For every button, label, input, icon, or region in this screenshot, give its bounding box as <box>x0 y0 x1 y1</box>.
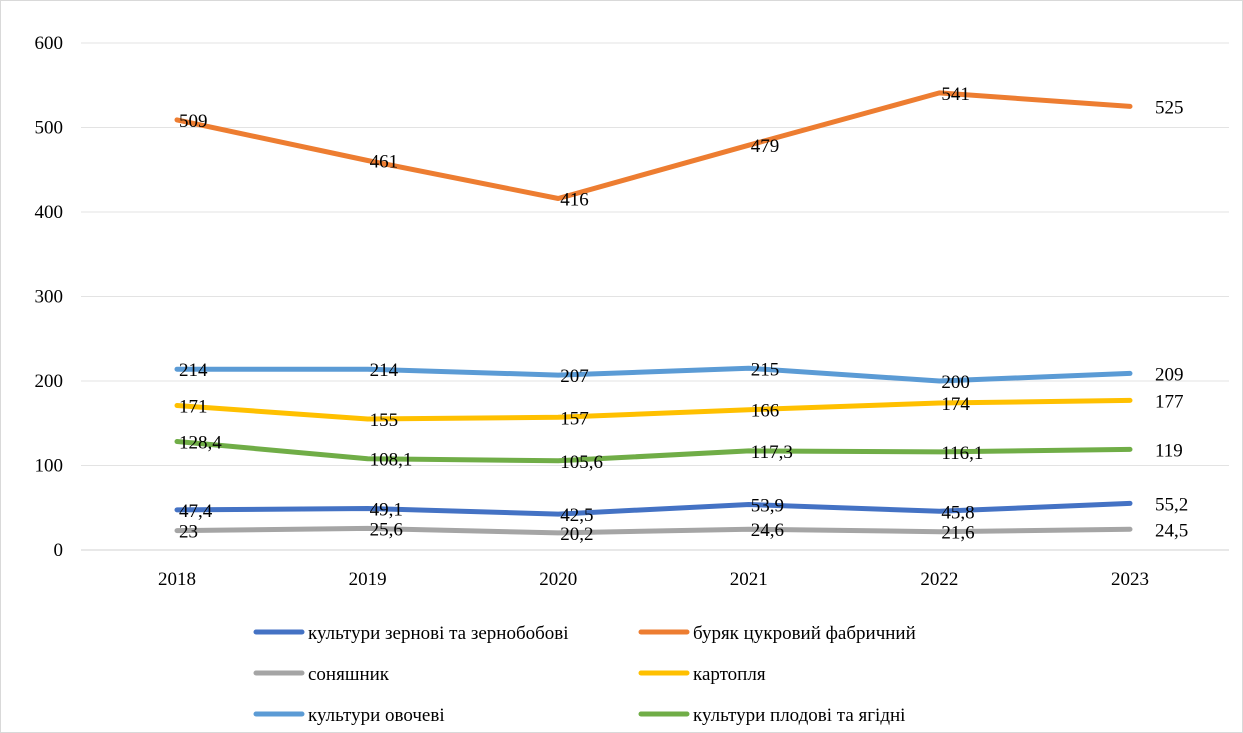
data-label: 155 <box>370 410 399 431</box>
data-label: 116,1 <box>941 443 983 464</box>
y-tick-label: 600 <box>35 33 64 54</box>
y-tick-label: 100 <box>35 456 64 477</box>
data-label: 119 <box>1155 440 1183 461</box>
legend: культури зернові та зернобобові буряк цук… <box>253 623 916 726</box>
data-label: 416 <box>560 189 589 210</box>
data-label: 174 <box>941 394 970 415</box>
legend-label: буряк цукровий фабричний <box>693 623 916 644</box>
data-label: 525 <box>1155 97 1184 118</box>
series-line <box>174 90 1133 201</box>
series-line <box>174 365 1133 384</box>
y-tick-label: 300 <box>35 287 64 308</box>
data-label: 479 <box>751 136 780 157</box>
legend-label: картопля <box>693 664 766 685</box>
legend-label: культури зернові та зернобобові <box>308 623 569 644</box>
data-label: 108,1 <box>370 450 413 471</box>
data-label: 21,6 <box>941 523 974 544</box>
data-label: 128,4 <box>179 433 222 454</box>
series-line <box>174 439 1133 464</box>
data-label: 157 <box>560 408 589 429</box>
x-tick-label: 2018 <box>158 569 196 590</box>
data-label: 55,2 <box>1155 494 1188 515</box>
series-line <box>174 525 1133 536</box>
series-line <box>174 500 1133 517</box>
data-label: 215 <box>751 359 780 380</box>
y-tick-label: 500 <box>35 118 64 139</box>
data-label: 509 <box>179 111 208 132</box>
legend-label: соняшник <box>308 664 390 685</box>
y-tick-label: 400 <box>35 202 64 223</box>
data-label: 47,4 <box>179 501 213 522</box>
data-label: 461 <box>370 151 399 172</box>
data-label: 166 <box>751 401 780 422</box>
data-label: 25,6 <box>370 519 403 540</box>
data-label: 105,6 <box>560 452 603 473</box>
data-label: 42,5 <box>560 505 593 526</box>
series-line <box>174 397 1133 422</box>
data-label: 49,1 <box>370 500 403 521</box>
data-label: 177 <box>1155 391 1184 412</box>
y-axis: 0 100 200 300 400 500 600 <box>35 33 64 561</box>
data-label: 171 <box>179 397 208 418</box>
data-label: 24,6 <box>751 520 784 541</box>
data-label: 214 <box>179 360 208 381</box>
x-tick-label: 2019 <box>349 569 387 590</box>
y-tick-label: 200 <box>35 371 64 392</box>
data-label: 209 <box>1155 364 1184 385</box>
legend-label: культури плодові та ягідні <box>693 705 905 726</box>
data-label: 214 <box>370 360 399 381</box>
data-labels: 47,4 49,1 42,5 53,9 45,8 55,2 509 461 416 479 541 5… <box>179 84 1188 545</box>
data-label: 53,9 <box>751 495 784 516</box>
series-lines <box>174 90 1133 536</box>
data-label: 23 <box>179 522 198 543</box>
data-label: 24,5 <box>1155 520 1188 541</box>
x-tick-label: 2022 <box>920 569 958 590</box>
data-label: 20,2 <box>560 524 593 545</box>
data-label: 207 <box>560 366 589 387</box>
x-axis: 2018 2019 2020 2021 2022 2023 <box>158 569 1149 590</box>
data-label: 117,3 <box>751 442 793 463</box>
x-tick-label: 2021 <box>730 569 768 590</box>
x-tick-label: 2020 <box>539 569 577 590</box>
y-tick-label: 0 <box>54 540 64 561</box>
data-label: 541 <box>941 84 970 105</box>
data-label: 200 <box>941 372 970 393</box>
legend-label: культури овочеві <box>308 705 445 726</box>
gridlines <box>81 42 1229 551</box>
data-label: 45,8 <box>941 502 974 523</box>
x-tick-label: 2023 <box>1111 569 1149 590</box>
